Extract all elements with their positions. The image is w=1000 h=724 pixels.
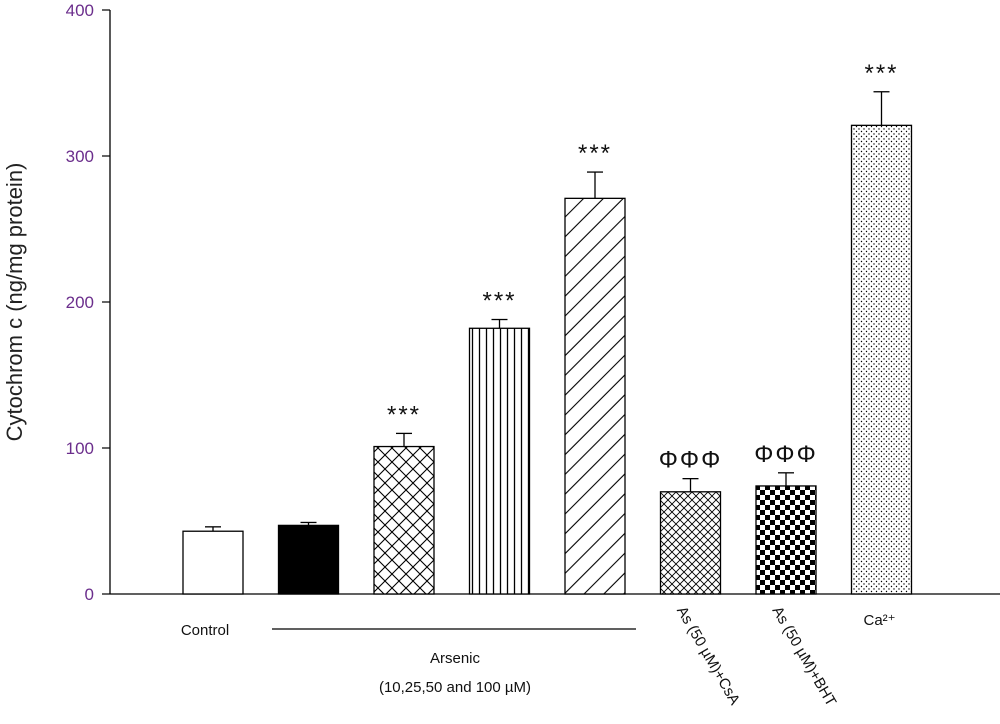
significance-marker: ΦΦΦ xyxy=(754,441,817,468)
y-tick-label: 300 xyxy=(66,147,94,166)
bar xyxy=(373,445,435,595)
significance-marker: ΦΦΦ xyxy=(659,447,722,474)
y-tick-label: 0 xyxy=(85,585,94,604)
bar xyxy=(755,485,817,595)
significance-marker: *** xyxy=(864,60,898,87)
group-label-line1: Arsenic xyxy=(430,650,481,667)
bar xyxy=(468,327,531,595)
y-axis-label: Cytochrom c (ng/mg protein) xyxy=(2,163,27,442)
bar xyxy=(564,197,626,595)
bar xyxy=(277,524,340,595)
y-tick-label: 400 xyxy=(66,1,94,20)
significance-marker: *** xyxy=(387,401,421,428)
bar xyxy=(659,491,722,595)
category-label: As (50 µM)+CsA xyxy=(673,604,743,708)
significance-marker: *** xyxy=(578,140,612,167)
category-label: As (50 µM)+BHT xyxy=(769,604,840,710)
y-ticks: 0 100 200 300 400 xyxy=(66,1,110,604)
y-tick-label: 100 xyxy=(66,439,94,458)
bar xyxy=(182,530,244,595)
category-label: Ca²⁺ xyxy=(864,612,896,629)
bar xyxy=(850,124,913,595)
category-labels: Control As (50 µM)+CsA As (50 µM)+BHT Ca²⁺ xyxy=(181,604,896,710)
significance-marker: *** xyxy=(482,288,516,315)
category-label: Control xyxy=(181,622,229,639)
group-label-line2: (10,25,50 and 100 µM) xyxy=(379,679,531,696)
y-tick-label: 200 xyxy=(66,293,94,312)
bars: *** *** *** ΦΦΦ ΦΦΦ *** xyxy=(182,60,913,595)
